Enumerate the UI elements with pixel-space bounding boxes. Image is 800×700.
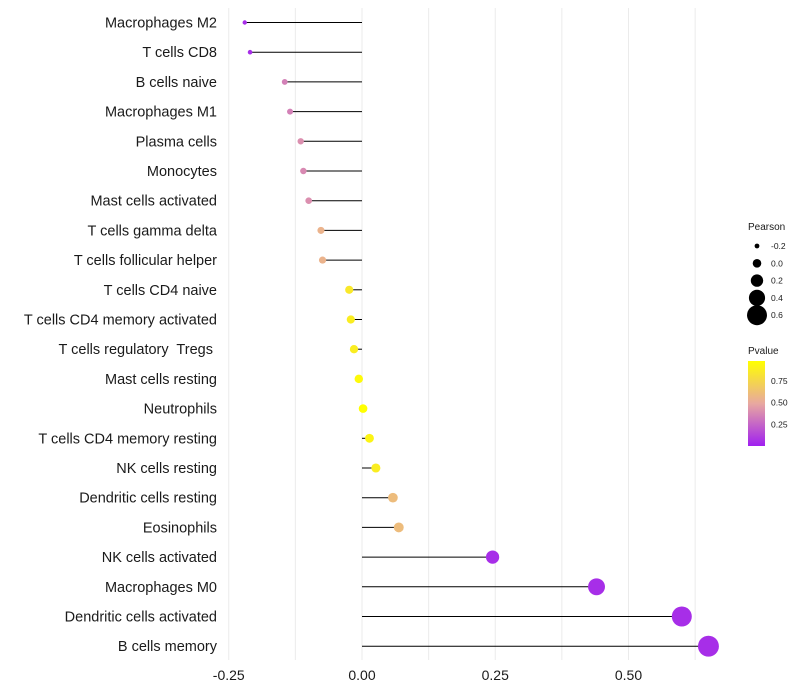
legend-pvalue-label: 0.50 <box>771 398 788 408</box>
legend-size-dot <box>747 305 767 326</box>
x-tick-label: 0.25 <box>482 667 509 683</box>
lollipop-point <box>349 345 359 354</box>
lollipop-point <box>297 138 304 145</box>
category-label: T cells gamma delta <box>88 223 218 239</box>
pvalue-colorbar <box>748 361 765 446</box>
lollipop-point <box>242 20 247 25</box>
lollipop-point <box>388 492 398 503</box>
category-label: Neutrophils <box>144 402 217 418</box>
legend-size-dot <box>754 243 760 249</box>
y-axis-labels: Macrophages M2 T cells CD8 B cells naive Ma… <box>24 16 218 656</box>
x-axis-labels: -0.25 0.00 0.25 0.50 <box>213 667 643 683</box>
lollipop-point <box>345 285 354 294</box>
points <box>242 20 719 657</box>
category-label: Dendritic cells resting <box>79 491 217 507</box>
lollipop-point <box>247 49 253 55</box>
legend-pvalue-label: 0.25 <box>771 419 788 429</box>
legend-pearson-title: Pearson <box>748 222 785 233</box>
category-label: Mast cells resting <box>105 372 217 388</box>
legend-size-label: 0.4 <box>771 293 783 303</box>
lollipop-point <box>318 256 327 264</box>
x-tick-label: -0.25 <box>213 667 245 683</box>
legend-size-label: 0.6 <box>771 310 783 320</box>
legend-size-dot <box>750 274 764 287</box>
lollipop-point <box>485 550 500 564</box>
category-label: NK cells resting <box>116 461 217 477</box>
x-tick-label: 0.00 <box>348 667 375 683</box>
category-label: B cells memory <box>118 639 218 655</box>
category-label: Monocytes <box>147 164 217 180</box>
lollipop-point <box>300 167 307 175</box>
lollipop-point <box>588 578 605 596</box>
category-label: T cells CD8 <box>142 45 217 61</box>
legend-pvalue: Pvalue 0.75 0.50 0.25 <box>748 346 788 446</box>
category-label: Dendritic cells activated <box>65 610 217 626</box>
lollipop-point <box>305 197 313 205</box>
legend-size-dot <box>748 289 766 306</box>
category-label: Eosinophils <box>143 520 217 536</box>
category-label: Plasma cells <box>136 134 217 150</box>
category-label: T cells CD4 naive <box>104 283 217 299</box>
category-label: NK cells activated <box>102 550 217 566</box>
legend-size-label: 0.2 <box>771 276 783 286</box>
lollipop-point <box>281 78 288 85</box>
legend-size-dot <box>752 259 762 268</box>
category-label: B cells naive <box>136 75 217 91</box>
legend-pearson: Pearson -0.2 0.0 0.2 0.4 0.6 <box>747 222 786 326</box>
category-label: Macrophages M0 <box>105 580 217 596</box>
category-label: T cells CD4 memory activated <box>24 313 217 329</box>
grid-lines <box>228 8 696 660</box>
lollipop-point <box>346 315 355 324</box>
category-label: T cells regulatory Tregs <box>59 342 218 358</box>
lollipop-point <box>393 522 404 533</box>
category-label: Macrophages M2 <box>105 16 217 32</box>
category-label: Macrophages M1 <box>105 105 217 121</box>
lollipop-point <box>287 108 294 115</box>
lollipop-point <box>371 463 381 473</box>
category-label: T cells CD4 memory resting <box>38 431 217 447</box>
lollipop-point <box>354 374 364 384</box>
lollipop-point <box>365 433 374 443</box>
category-label: T cells follicular helper <box>74 253 217 269</box>
stems <box>244 22 709 647</box>
legend-pvalue-title: Pvalue <box>748 346 779 357</box>
lollipop-point <box>317 226 325 234</box>
lollipop-point <box>697 635 719 657</box>
lollipop-point <box>358 404 368 413</box>
category-label: Mast cells activated <box>90 194 217 210</box>
legend-size-label: 0.0 <box>771 258 783 268</box>
x-tick-label: 0.50 <box>615 667 642 683</box>
legend-pvalue-label: 0.75 <box>771 376 788 386</box>
lollipop-point <box>671 606 692 627</box>
legend-size-label: -0.2 <box>771 241 786 251</box>
